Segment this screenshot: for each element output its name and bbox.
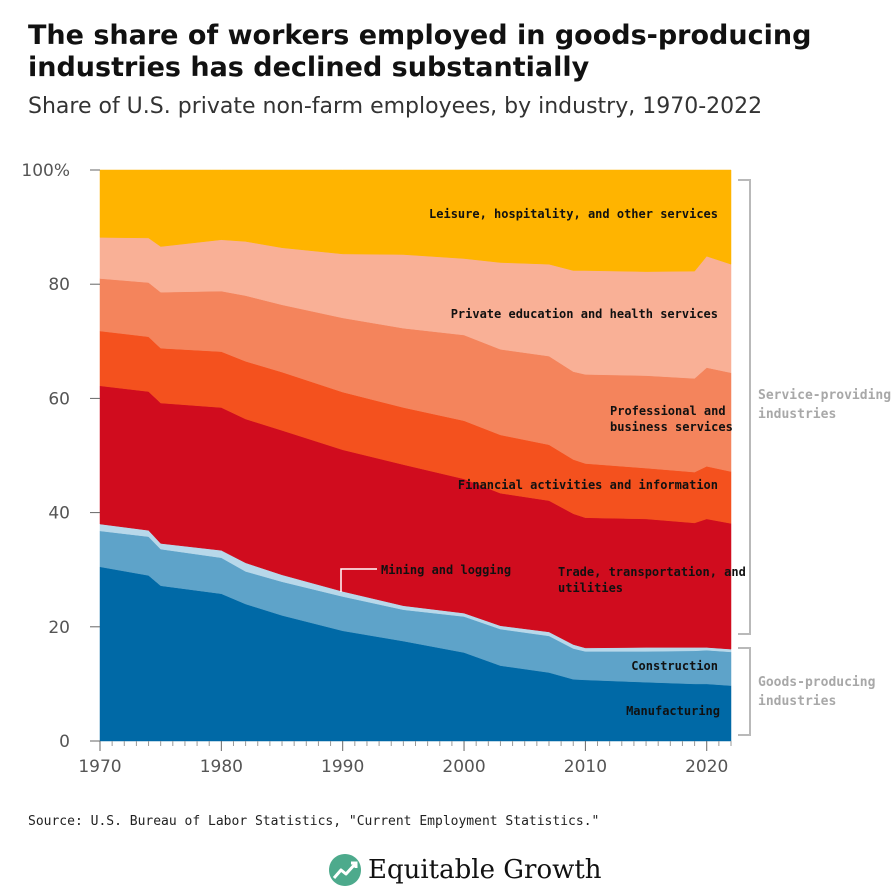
label-leisure-hospitality: Leisure, hospitality, and other services: [429, 207, 718, 221]
label-trade-transport-utilities: Trade, transportation, and utilities: [558, 565, 746, 595]
x-tick-label: 1970: [78, 757, 121, 777]
x-tick-label: 2000: [442, 757, 485, 777]
label-education-health: Private education and health services: [451, 307, 718, 321]
x-tick-label: 1990: [321, 757, 364, 777]
y-tick-label: 100%: [21, 161, 70, 181]
bracket-service-providing: [738, 179, 751, 635]
y-tick-label: 60: [48, 389, 70, 409]
bracket-goods-producing: [738, 647, 751, 736]
chart-subtitle: Share of U.S. private non-farm employees…: [28, 94, 763, 119]
x-tick-label: 2010: [564, 757, 607, 777]
y-tick-label: 0: [59, 732, 70, 752]
brand-logo: Equitable Growth: [328, 850, 602, 890]
label-financial-information: Financial activities and information: [458, 478, 718, 492]
label-mining-logging: Mining and logging: [381, 563, 511, 577]
chart-title: The share of workers employed in goods-p…: [28, 20, 812, 83]
x-tick-label: 2020: [685, 757, 728, 777]
bracket-label-goods-producing: Goods-producing industries: [758, 675, 875, 709]
source-note: Source: U.S. Bureau of Labor Statistics,…: [28, 814, 600, 829]
area-leisure-hospitality-and-other-services: [99, 169, 732, 272]
x-tick-label: 1980: [200, 757, 243, 777]
label-construction: Construction: [631, 659, 718, 673]
growth-leaf-logo-icon: [329, 854, 361, 886]
bracket-label-service-providing: Service-providing industries: [758, 388, 891, 422]
y-tick-label: 80: [48, 275, 70, 295]
label-professional-business: Professional and business services: [610, 404, 733, 434]
y-tick-label: 40: [48, 504, 70, 524]
y-tick-label: 20: [48, 618, 70, 638]
label-manufacturing: Manufacturing: [626, 704, 720, 718]
brand-name: Equitable Growth: [368, 855, 602, 885]
mining-callout-line: [340, 568, 377, 592]
